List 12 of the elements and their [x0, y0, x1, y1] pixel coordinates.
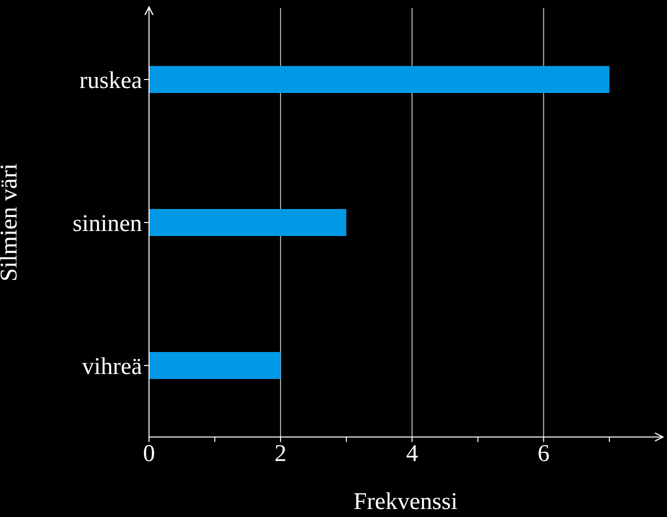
y-axis-title: Silmien väri	[0, 163, 23, 282]
bar	[149, 66, 610, 93]
y-tick-label: ruskea	[79, 68, 142, 94]
y-tick-label: sininen	[72, 211, 142, 238]
y-tick-label: vihreä	[82, 354, 142, 380]
bar	[149, 209, 346, 236]
bar	[149, 352, 281, 379]
x-tick-label: 0	[143, 441, 155, 468]
x-tick-label: 2	[274, 441, 287, 468]
x-axis-title: Frekvenssi	[354, 489, 458, 515]
x-tick-label: 4	[406, 441, 418, 468]
x-tick-label: 6	[538, 441, 550, 468]
